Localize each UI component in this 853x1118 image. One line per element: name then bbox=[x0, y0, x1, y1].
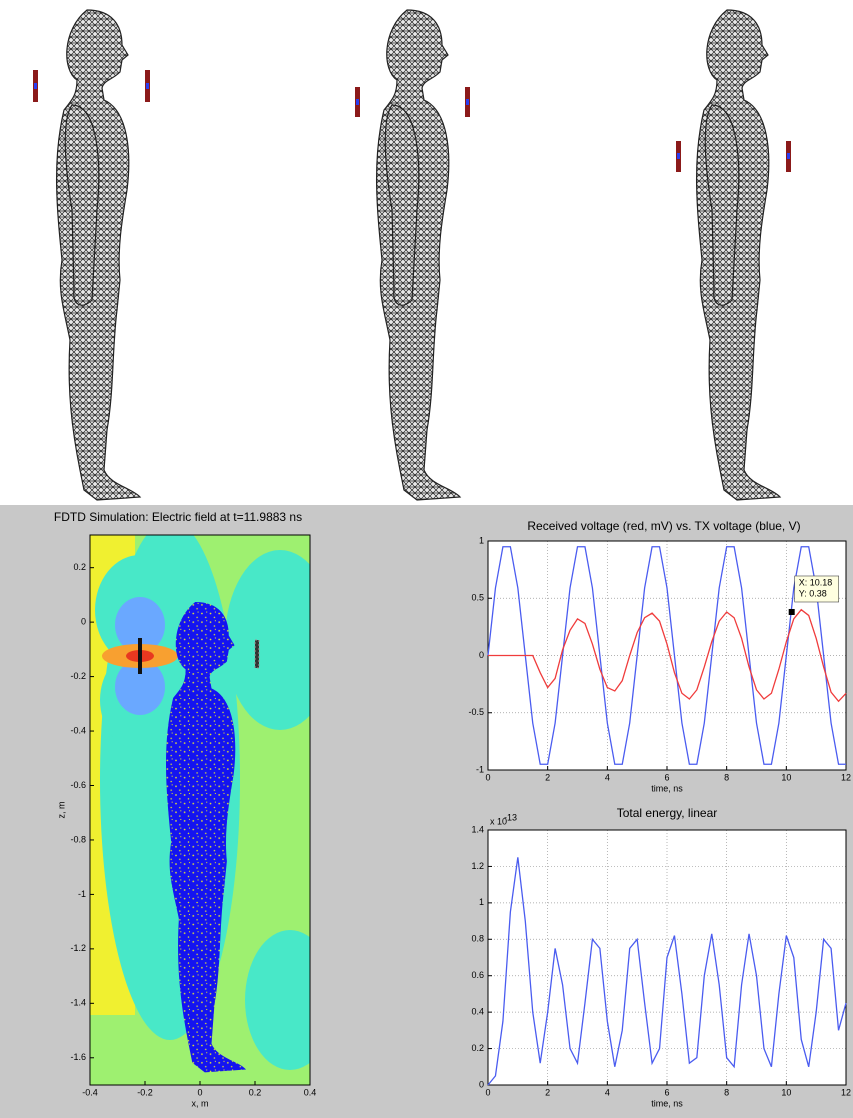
x-axis-label: time, ns bbox=[651, 1098, 683, 1108]
y-tick-label: -0.8 bbox=[70, 834, 86, 844]
antenna-feed bbox=[787, 153, 790, 159]
antenna-feed bbox=[356, 99, 359, 105]
x-axis-label: x, m bbox=[192, 1098, 209, 1108]
y-tick-label: -0.2 bbox=[70, 671, 86, 681]
x-tick-label: 12 bbox=[841, 772, 851, 782]
x-tick-label: 2 bbox=[545, 772, 550, 782]
data-cursor bbox=[788, 608, 795, 615]
y-multiplier: x 10 bbox=[490, 816, 507, 826]
x-tick-label: 10 bbox=[781, 772, 791, 782]
series-line bbox=[488, 608, 847, 703]
chart-title: Received voltage (red, mV) vs. TX voltag… bbox=[527, 519, 800, 533]
x-tick-label: 10 bbox=[781, 1087, 791, 1097]
data-tip-x: X: 10.18 bbox=[799, 577, 833, 587]
antenna-feed bbox=[146, 83, 149, 89]
series-line bbox=[487, 857, 847, 1086]
x-tick-label: 0.2 bbox=[249, 1087, 262, 1097]
y-tick-label: 0.8 bbox=[471, 934, 484, 944]
y-tick-label: -1.6 bbox=[70, 1052, 86, 1062]
x-tick-label: 4 bbox=[605, 772, 610, 782]
y-tick-label: -1.4 bbox=[70, 998, 86, 1008]
axes-frame bbox=[89, 534, 311, 1086]
y-tick-label: -1 bbox=[78, 889, 86, 899]
tx-antenna bbox=[138, 638, 142, 674]
y-tick-label: -0.5 bbox=[468, 707, 484, 717]
y-tick-label: 0 bbox=[81, 617, 86, 627]
field-region bbox=[225, 550, 310, 730]
y-tick-label: 0 bbox=[479, 1079, 484, 1089]
y-tick-label: 0.2 bbox=[73, 562, 86, 572]
chart-title: Total energy, linear bbox=[617, 806, 718, 820]
y-tick-label: 1 bbox=[479, 897, 484, 907]
y-tick-label: 1 bbox=[479, 535, 484, 545]
x-tick-label: 12 bbox=[841, 1087, 851, 1097]
x-tick-label: 6 bbox=[664, 1087, 669, 1097]
series-line bbox=[487, 546, 846, 765]
y-tick-label: 0.2 bbox=[471, 1043, 484, 1053]
y-tick-label: -0.6 bbox=[70, 780, 86, 790]
rx-antenna bbox=[254, 639, 260, 669]
y-tick-label: 0.5 bbox=[471, 593, 484, 603]
data-tip bbox=[794, 575, 840, 603]
x-tick-label: 6 bbox=[664, 772, 669, 782]
field-lobe bbox=[115, 659, 165, 715]
data-tip-y: Y: 0.38 bbox=[799, 588, 827, 598]
field-lobe bbox=[115, 597, 165, 653]
x-tick-label: 0.4 bbox=[304, 1087, 317, 1097]
antenna-feed bbox=[466, 99, 469, 105]
x-tick-label: 0 bbox=[485, 1087, 490, 1097]
y-axis-label: z, m bbox=[56, 802, 66, 819]
antenna-feeds bbox=[34, 83, 790, 159]
x-tick-label: 2 bbox=[545, 1087, 550, 1097]
x-axis-label: time, ns bbox=[651, 783, 683, 793]
axes-frame bbox=[487, 829, 847, 1086]
x-tick-label: 0 bbox=[485, 772, 490, 782]
chart-title: FDTD Simulation: Electric field at t=11.… bbox=[54, 510, 302, 524]
y-tick-label: 0.6 bbox=[471, 970, 484, 980]
figure-models bbox=[33, 9, 791, 501]
y-tick-label: -0.4 bbox=[70, 725, 86, 735]
x-tick-label: -0.2 bbox=[137, 1087, 153, 1097]
field-image bbox=[90, 535, 310, 1085]
y-tick-label: -1.2 bbox=[70, 943, 86, 953]
x-tick-label: -0.4 bbox=[82, 1087, 98, 1097]
antenna-feed bbox=[34, 83, 37, 89]
y-tick-label: -1 bbox=[476, 764, 484, 774]
x-tick-label: 4 bbox=[605, 1087, 610, 1097]
y-tick-label: 0.4 bbox=[471, 1007, 484, 1017]
y-multiplier-exponent: -13 bbox=[504, 812, 517, 822]
antenna-feed bbox=[677, 153, 680, 159]
field-region bbox=[245, 930, 310, 1070]
x-tick-label: 8 bbox=[724, 1087, 729, 1097]
y-tick-label: 0 bbox=[479, 650, 484, 660]
y-tick-label: 1.4 bbox=[471, 824, 484, 834]
y-tick-label: 1.2 bbox=[471, 861, 484, 871]
x-tick-label: 0 bbox=[197, 1087, 202, 1097]
x-tick-label: 8 bbox=[724, 772, 729, 782]
